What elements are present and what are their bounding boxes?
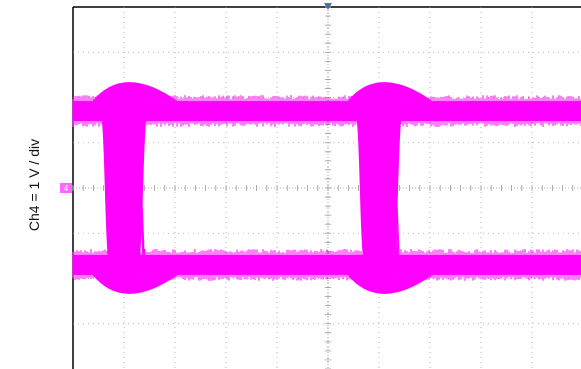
trace-overshoot-low [347, 274, 433, 294]
trace-edge-streak [103, 111, 112, 265]
y-axis-label: Ch4 = 1 V / div [26, 139, 42, 231]
grid-layer [72, 6, 581, 369]
trace-edge-streak [117, 111, 125, 265]
markers-layer: 4 [60, 3, 332, 193]
trace-edge-streak [363, 111, 371, 265]
trace-overshoot-high [92, 82, 178, 102]
trace-overshoot-high [347, 82, 433, 102]
trace-edge-streak [382, 111, 391, 265]
trace-overshoot-low [92, 274, 178, 294]
trace-edge-streak [386, 111, 395, 265]
trace-edge-streak [136, 111, 144, 265]
trace-edge-streak [105, 111, 114, 265]
trace-edge-streak [123, 111, 132, 265]
trace-edge-streak [372, 111, 380, 265]
trace-edge-streak [367, 111, 375, 265]
trace-edge-streak [109, 111, 118, 265]
trace-edge-streak [389, 111, 398, 265]
trace-layer [72, 82, 581, 294]
trace-edge-streak [370, 111, 379, 265]
trace-edge-streak [137, 111, 146, 265]
trace-edge-streak [391, 111, 399, 265]
trace-edge-streak [392, 111, 401, 265]
trace-edge-streak [365, 111, 374, 265]
trigger-marker [324, 3, 332, 10]
trace-edge-streak [112, 111, 120, 265]
channel-marker [60, 183, 72, 193]
channel-marker-label: 4 [64, 184, 69, 193]
trace-edge-streak [110, 111, 119, 265]
trace-edge-streak [358, 111, 367, 265]
trace-edge-streak [125, 111, 133, 265]
trace-edge-streak [379, 111, 388, 265]
trace-edge-streak [118, 111, 127, 265]
